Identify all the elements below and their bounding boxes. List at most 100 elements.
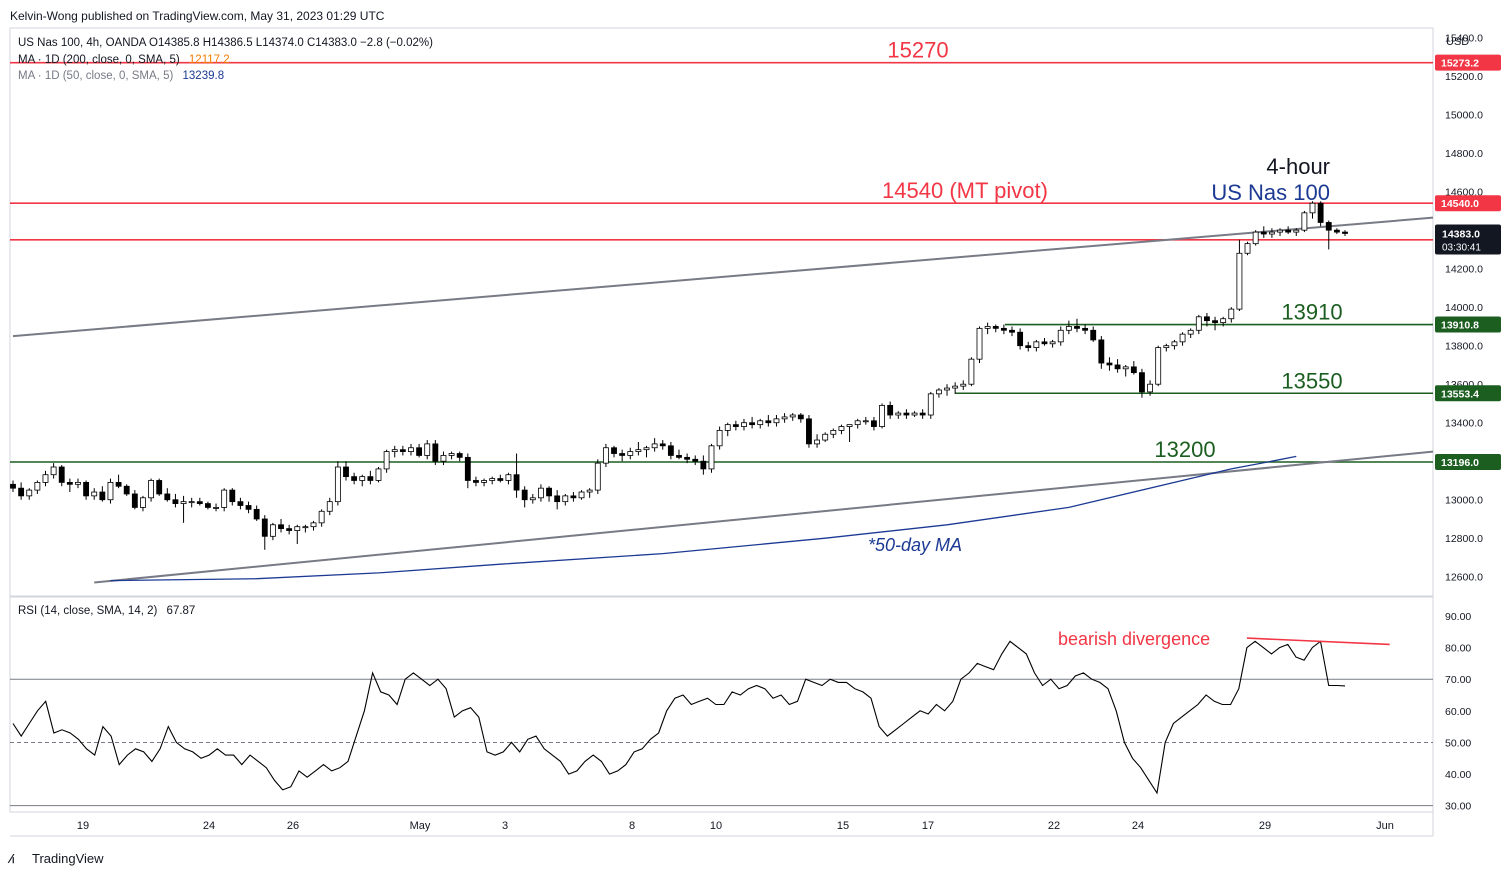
candle-body (1252, 231, 1259, 245)
candle-body (278, 524, 284, 530)
rsi-title-text: RSI (14, close, SMA, 14, 2) (18, 605, 158, 617)
candle-body (375, 468, 382, 481)
candle-body (773, 418, 780, 424)
price-tick-label: 15400.0 (1445, 33, 1483, 45)
countdown-text: 03:30:41 (1442, 242, 1481, 253)
candle-body (1147, 383, 1153, 393)
candle-body (838, 426, 845, 431)
candle-body (1285, 229, 1292, 233)
trendline-upper[interactable] (12, 216, 1434, 338)
ma50-label-text: MA · 1D (50, close, 0, SMA, 5) (18, 70, 173, 82)
candle-body (1268, 231, 1275, 235)
axis-level-badge-text: 13910.8 (1441, 320, 1479, 332)
candle-body (521, 489, 528, 501)
candle-body (140, 497, 146, 508)
candle-body (1293, 229, 1300, 233)
price-tick-label: 13000.0 (1445, 495, 1483, 507)
rsi-tick-label: 70.00 (1445, 674, 1471, 686)
candle-body (538, 487, 544, 499)
candle-body (887, 404, 894, 416)
candle-body (42, 474, 49, 483)
candle-body (1236, 252, 1243, 310)
last-price-text: 14383.0 (1442, 228, 1480, 240)
candle-body (1228, 308, 1235, 320)
candle-body (789, 414, 796, 418)
rsi-tick-label: 40.00 (1445, 769, 1471, 781)
candle-body (757, 420, 764, 426)
candle-body (269, 524, 276, 537)
annotation-instrument: US Nas 100 (1211, 180, 1330, 205)
price-tick-label: 12800.0 (1445, 533, 1483, 545)
candle-body (26, 489, 33, 497)
candle-body (10, 483, 16, 489)
candle-body (765, 420, 772, 424)
candle-body (586, 489, 593, 493)
candle-body (749, 422, 756, 426)
candle-body (732, 424, 739, 427)
axis-level-badge-text: 13553.4 (1441, 388, 1479, 400)
candle-body (684, 456, 691, 460)
time-tick-label: 26 (287, 820, 299, 832)
candle-body (334, 466, 341, 503)
tradingview-logo-text: TradingView (32, 851, 104, 866)
candle-body (708, 445, 715, 470)
candle-body (1057, 329, 1064, 343)
time-tick-label: May (410, 820, 431, 832)
candle-body (1325, 222, 1332, 231)
candle-body (1277, 229, 1283, 233)
candle-body (1025, 345, 1032, 349)
candle-body (456, 453, 463, 458)
candle-body (781, 416, 788, 420)
candle-body (700, 460, 707, 470)
candle-body (635, 449, 642, 452)
candle-body (205, 503, 211, 508)
annotation-50day-ma: *50-day MA (868, 535, 962, 555)
annotation-timeframe: 4-hour (1266, 154, 1330, 179)
rsi-tick-label: 60.00 (1445, 706, 1471, 718)
candle-body (424, 443, 431, 456)
candle-body (383, 451, 390, 470)
candle-body (570, 495, 577, 499)
price-pane[interactable] (9, 27, 1434, 597)
candle-body (464, 456, 471, 481)
candle-body (1000, 327, 1007, 331)
currency-label: USD (1446, 36, 1469, 48)
candle-body (1342, 231, 1348, 234)
candle-body (18, 487, 25, 497)
candle-body (473, 480, 479, 483)
candle-body (659, 443, 666, 447)
candle-body (862, 420, 869, 423)
candle-body (1049, 341, 1056, 345)
candle-body (367, 476, 374, 481)
rsi-line[interactable] (12, 640, 1346, 795)
time-tick-label: 24 (203, 820, 215, 832)
candle-body (1122, 366, 1129, 370)
candle-body (716, 430, 723, 447)
candle-body (1187, 329, 1194, 335)
candle-body (196, 501, 203, 504)
candle-body (489, 478, 496, 481)
candle-body (50, 466, 57, 476)
candle-body (221, 489, 228, 508)
candle-body (935, 389, 942, 395)
rsi-current-value: 67.87 (167, 605, 196, 617)
candle-body (676, 455, 682, 458)
time-tick-label: 19 (77, 820, 89, 832)
candle-body (318, 510, 325, 524)
candle-body (245, 505, 252, 510)
price-tick-label: 14000.0 (1445, 302, 1483, 314)
candle-body (1106, 362, 1113, 366)
candle-body (1130, 366, 1137, 374)
rsi-divergence-line[interactable] (1246, 637, 1390, 646)
axis-level-badge-text: 14540.0 (1441, 198, 1479, 210)
candle-body (237, 501, 244, 506)
candle-body (903, 412, 910, 416)
candle-body (343, 466, 349, 478)
candle-body (529, 497, 536, 501)
candle-body (627, 451, 634, 456)
price-tick-label: 13400.0 (1445, 418, 1483, 430)
candle-body (968, 358, 975, 385)
candle-body (229, 489, 236, 503)
ma50-line[interactable] (110, 455, 1297, 582)
